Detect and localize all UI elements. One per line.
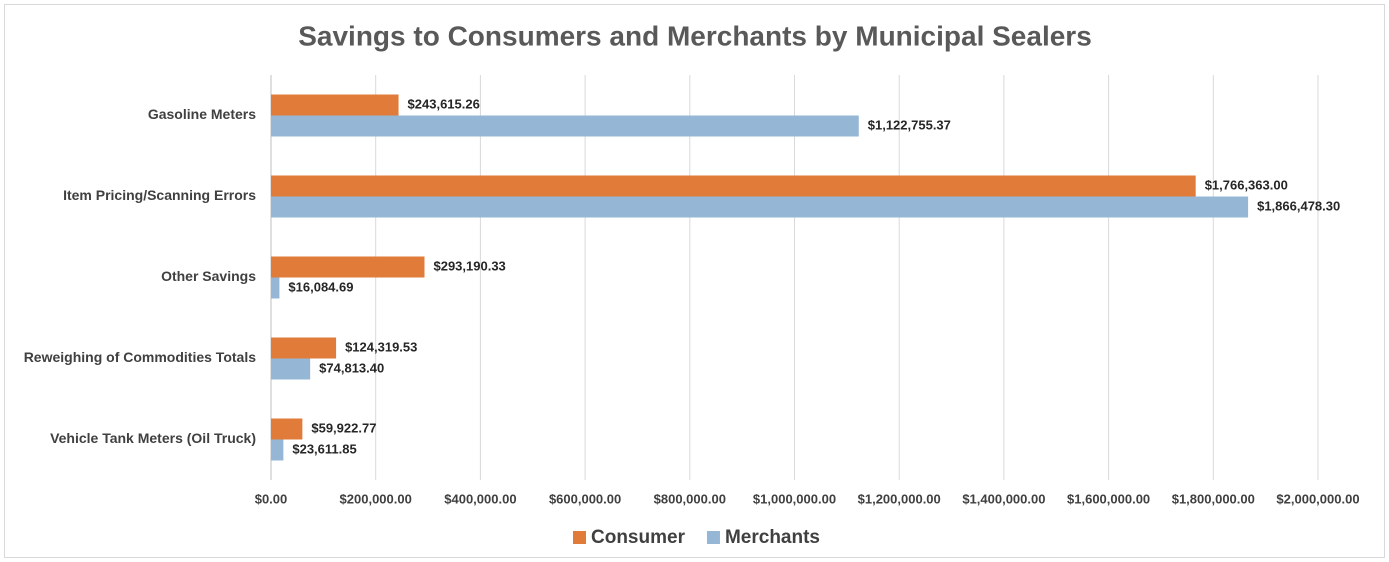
- x-tick-label: $1,000,000.00: [753, 491, 836, 506]
- x-tick-label: $800,000.00: [654, 491, 726, 506]
- category-label: Vehicle Tank Meters (Oil Truck): [50, 430, 256, 446]
- x-tick-label: $1,600,000.00: [1067, 491, 1150, 506]
- bar: [271, 115, 859, 137]
- bar: [271, 277, 280, 299]
- data-label: $59,922.77: [311, 420, 376, 435]
- data-label: $16,084.69: [288, 279, 353, 294]
- bar: [271, 196, 1249, 218]
- x-tick-label: $400,000.00: [444, 491, 516, 506]
- x-tick-label: $2,000,000.00: [1276, 491, 1359, 506]
- legend-label: Merchants: [725, 527, 820, 548]
- x-tick-label: $1,800,000.00: [1172, 491, 1255, 506]
- x-tick-label: $600,000.00: [549, 491, 621, 506]
- legend-swatch: [706, 531, 720, 544]
- bar: [271, 94, 399, 116]
- chart-title: Savings to Consumers and Merchants by Mu…: [298, 20, 1092, 51]
- chart-border: [4, 4, 1385, 558]
- data-label: $1,122,755.37: [868, 117, 951, 132]
- data-label: $1,866,478.30: [1257, 198, 1340, 213]
- legend-label: Consumer: [591, 527, 686, 548]
- bar: [271, 256, 425, 278]
- data-label: $23,611.85: [292, 441, 356, 456]
- bar: [271, 418, 303, 440]
- x-tick-label: $1,400,000.00: [962, 491, 1045, 506]
- category-label: Item Pricing/Scanning Errors: [63, 187, 256, 203]
- bar: [271, 175, 1196, 197]
- bar: [271, 337, 337, 359]
- data-label: $243,615.26: [408, 96, 480, 111]
- x-tick-label: $0.00: [255, 491, 288, 506]
- legend-swatch: [573, 531, 586, 544]
- data-label: $1,766,363.00: [1205, 177, 1288, 192]
- category-label: Other Savings: [161, 268, 256, 284]
- bar: [271, 358, 311, 380]
- category-label: Reweighing of Commodities Totals: [24, 349, 257, 365]
- data-label: $124,319.53: [345, 339, 417, 354]
- x-tick-label: $1,200,000.00: [858, 491, 941, 506]
- x-tick-label: $200,000.00: [340, 491, 412, 506]
- category-label: Gasoline Meters: [148, 106, 256, 122]
- data-label: $74,813.40: [319, 360, 384, 375]
- data-label: $293,190.33: [433, 258, 505, 273]
- bar: [271, 439, 284, 461]
